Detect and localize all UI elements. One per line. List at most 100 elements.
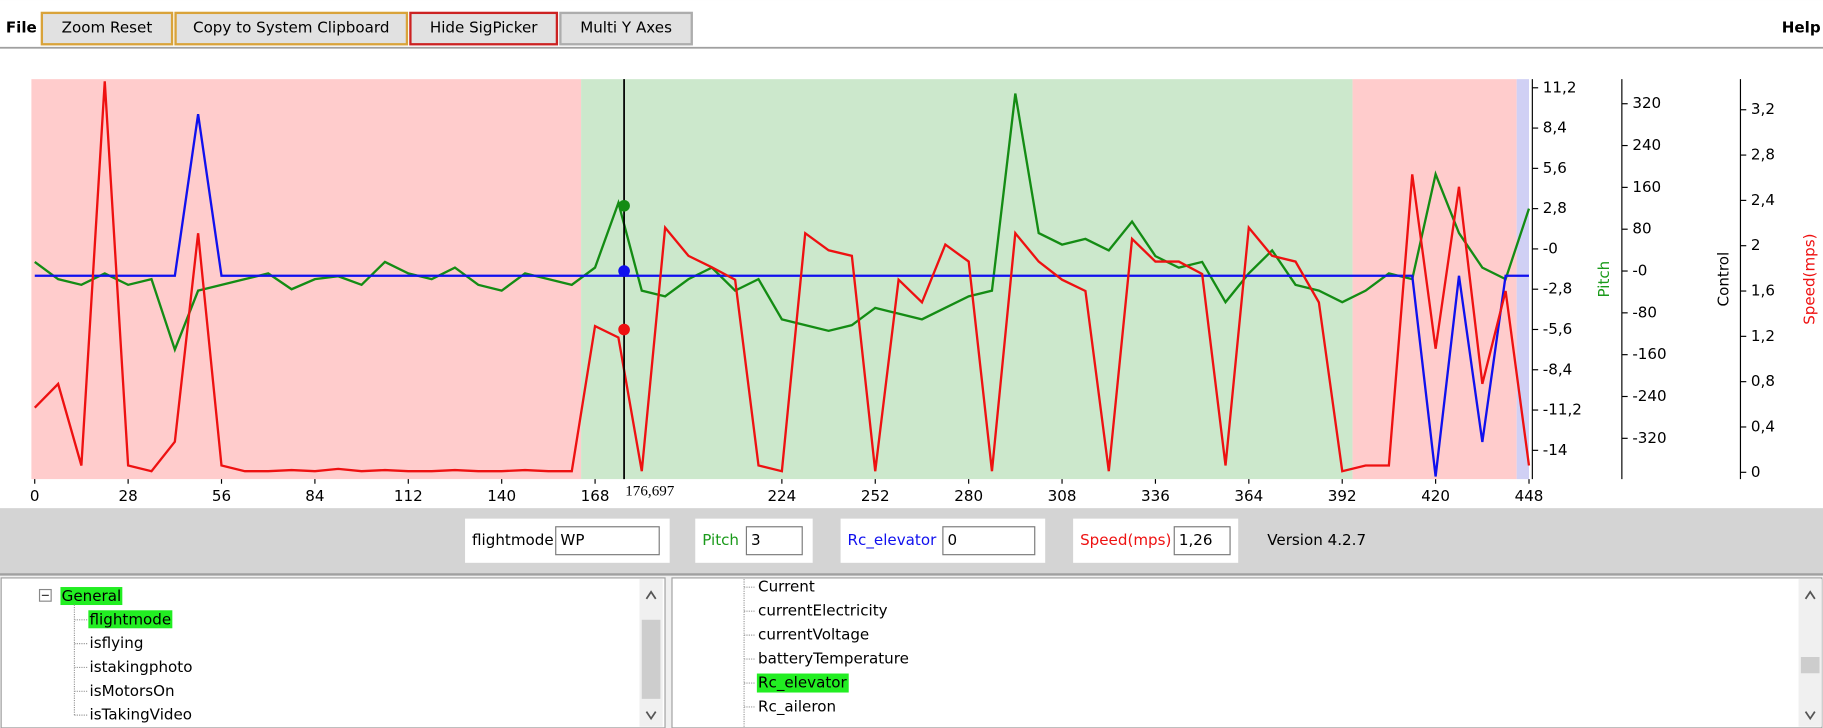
signal-panel: Speed(mps) 1,26: [1073, 518, 1239, 563]
scroll-down[interactable]: [1804, 711, 1816, 721]
x-tick-label: 224: [767, 487, 796, 505]
series-line: [34, 93, 1531, 353]
y-tick-label: -80: [1632, 303, 1657, 321]
signal-value[interactable]: 3: [751, 531, 761, 549]
mode-region: [31, 79, 582, 480]
tree-item[interactable]: flightmode: [90, 610, 172, 628]
y-tick-label: 160: [1632, 178, 1661, 196]
scroll-thumb[interactable]: [641, 619, 661, 699]
y-tick-label: 3,2: [1751, 100, 1775, 118]
x-tick-label: 0: [30, 487, 40, 505]
scroll-track: [1798, 579, 1822, 727]
y-tick-label: 1,6: [1751, 282, 1775, 300]
signal-name: flightmode: [472, 531, 554, 549]
cursor-label: 176,697: [625, 483, 675, 499]
scroll-down[interactable]: [645, 711, 657, 721]
version-label: Version 4.2.7: [1267, 531, 1366, 549]
signal-name: Speed(mps): [1080, 531, 1171, 549]
list-item[interactable]: Rc_aileron: [758, 697, 836, 716]
y-tick-label: 240: [1632, 136, 1661, 154]
mode-region: [581, 79, 1353, 480]
scrollbar[interactable]: [1798, 579, 1822, 727]
scrollbar[interactable]: [639, 579, 663, 727]
y-tick-label: -320: [1632, 429, 1666, 447]
tree-group[interactable]: General: [62, 587, 122, 605]
toolbar-button[interactable]: Copy to System Clipboard: [174, 11, 409, 46]
toolbar-button[interactable]: Zoom Reset: [40, 11, 174, 46]
button-frame: [40, 11, 174, 46]
signal-value[interactable]: 1,26: [1179, 531, 1213, 549]
toolbar-button[interactable]: Multi Y Axes: [559, 11, 693, 46]
list-item[interactable]: currentElectricity: [758, 602, 888, 620]
tree-view[interactable]: General flightmode isflying istakingphoto is…: [38, 587, 193, 724]
y-tick-label: 2: [1751, 236, 1761, 254]
value-box[interactable]: [1173, 526, 1231, 556]
signal-panel: Pitch 3: [695, 518, 813, 563]
y-tick-label: 1,2: [1751, 327, 1775, 345]
signal-panel: Rc_elevator 0: [840, 518, 1046, 563]
y-tick-label: -0: [1632, 262, 1647, 280]
button-label[interactable]: Copy to System Clipboard: [193, 19, 389, 37]
list-item[interactable]: currentVoltage: [758, 626, 869, 644]
button-label[interactable]: Hide SigPicker: [430, 19, 538, 37]
x-tick-label: 448: [1515, 487, 1544, 505]
signal-value[interactable]: WP: [560, 531, 584, 549]
selection-highlight: [756, 673, 849, 693]
cursor-dot: [618, 199, 630, 212]
button-frame: [559, 11, 693, 46]
button-label[interactable]: Multi Y Axes: [580, 19, 672, 37]
y-axis-title: Control: [1715, 252, 1733, 307]
value-box[interactable]: [942, 526, 1036, 556]
tree-item[interactable]: isflying: [90, 634, 144, 652]
y-tick-label: -2,8: [1543, 280, 1572, 298]
selection-highlight: [88, 610, 173, 629]
list-item[interactable]: Rc_elevator: [758, 674, 848, 693]
scroll-thumb[interactable]: [1800, 656, 1820, 674]
series-line: [34, 113, 1529, 477]
tree-item[interactable]: isMotorsOn: [90, 682, 175, 700]
y-tick-label: 0,4: [1751, 417, 1775, 435]
y-tick-label: 8,4: [1543, 119, 1567, 137]
tree-item[interactable]: istakingphoto: [90, 658, 193, 676]
y-tick-label: -0: [1543, 239, 1558, 257]
y-axis-title: Pitch: [1595, 261, 1613, 298]
selection-highlight: [60, 587, 123, 606]
y-tick-label: -240: [1632, 387, 1666, 405]
y-tick-label: 11,2: [1543, 78, 1577, 96]
x-tick-label: 392: [1328, 487, 1357, 505]
scroll-up[interactable]: [1804, 590, 1816, 600]
menu-help[interactable]: Help: [1782, 19, 1821, 37]
series-line: [33, 81, 1531, 473]
y-tick-label: 0,8: [1751, 372, 1775, 390]
cursor-dot: [618, 323, 630, 336]
value-box[interactable]: [555, 526, 660, 556]
y-tick-label: -11,2: [1543, 401, 1582, 419]
y-tick-label: 0: [1751, 463, 1761, 481]
scroll-up[interactable]: [645, 590, 657, 600]
signal-name: Pitch: [702, 531, 739, 549]
list-item[interactable]: batteryTemperature: [758, 650, 909, 668]
x-tick-label: 364: [1234, 487, 1263, 505]
y-tick-label: 5,6: [1543, 159, 1567, 177]
button-label[interactable]: Zoom Reset: [62, 19, 153, 37]
toolbar-button[interactable]: Hide SigPicker: [409, 11, 559, 46]
y-tick-label: -8,4: [1543, 360, 1572, 378]
signal-value[interactable]: 0: [948, 531, 958, 549]
x-tick-label: 252: [861, 487, 890, 505]
tree-item[interactable]: isTakingVideo: [90, 706, 193, 724]
x-tick-label: 56: [212, 487, 231, 505]
list-panel: [671, 577, 1823, 728]
signal-panel: flightmode WP: [465, 518, 670, 563]
mode-region: [1352, 79, 1517, 480]
x-tick-label: 280: [954, 487, 983, 505]
menu-file[interactable]: File: [6, 19, 37, 37]
list-item[interactable]: Current: [758, 578, 815, 596]
signal-list[interactable]: Current currentElectricity currentVoltage b…: [743, 578, 909, 727]
value-box[interactable]: [745, 526, 803, 556]
y-tick-label: 2,8: [1543, 199, 1567, 217]
x-tick-label: 28: [119, 487, 138, 505]
y-tick-label: 320: [1632, 94, 1661, 112]
x-tick-label: 336: [1141, 487, 1170, 505]
y-tick-label: 2,4: [1751, 191, 1775, 209]
